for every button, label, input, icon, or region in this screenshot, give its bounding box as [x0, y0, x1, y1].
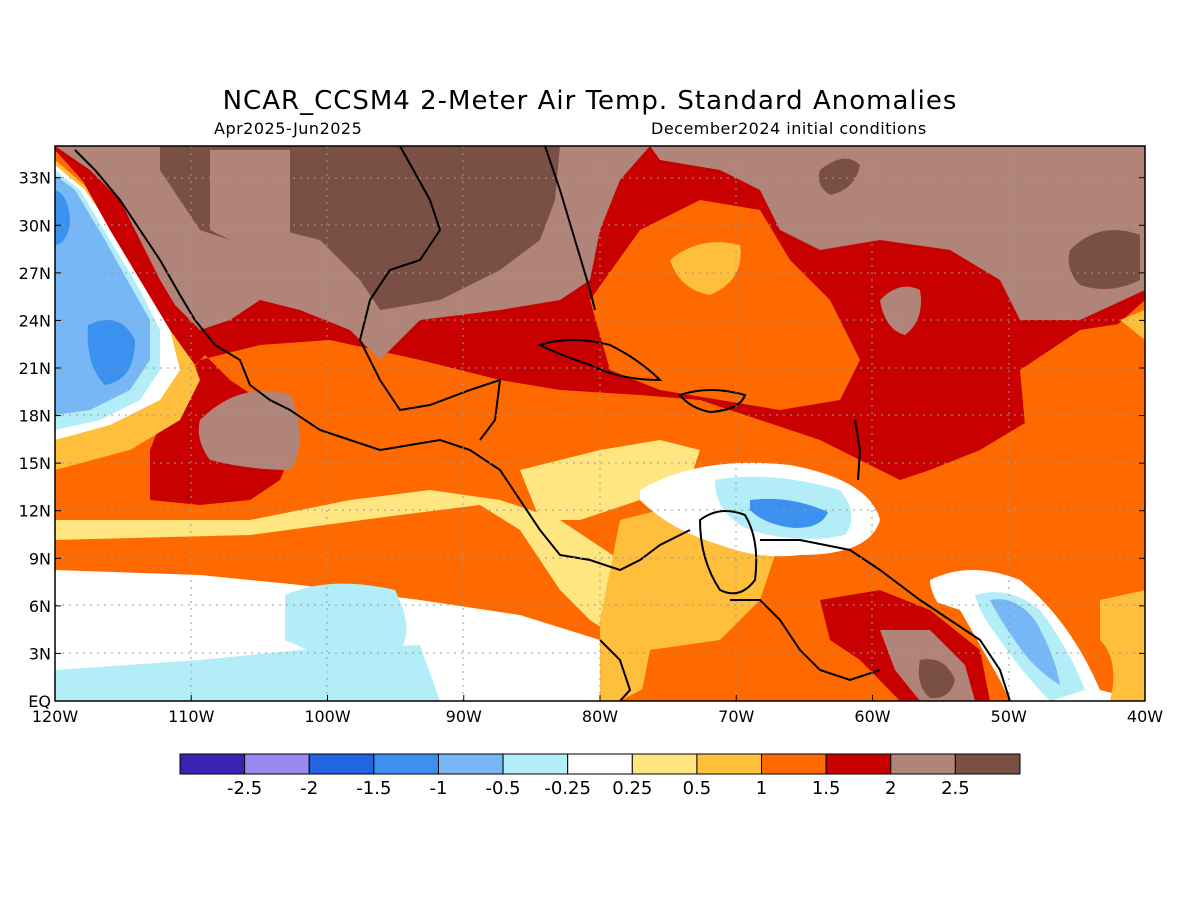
- lat-label: 27N: [19, 264, 51, 283]
- legend-label: -0.25: [544, 778, 591, 799]
- legend-swatch: [631, 753, 698, 775]
- lon-label: 120W: [32, 707, 79, 726]
- legend-swatch: [954, 753, 1021, 775]
- lat-label: 12N: [19, 502, 51, 521]
- legend-swatch: [502, 753, 569, 775]
- legend-label: -2.5: [227, 778, 262, 799]
- legend-swatch: [244, 753, 310, 775]
- lat-label: 24N: [19, 311, 51, 330]
- lon-label: 80W: [582, 707, 618, 726]
- lat-label: 33N: [19, 169, 51, 188]
- legend-label: -1.5: [356, 778, 391, 799]
- legend-label: 0.25: [612, 778, 652, 799]
- legend-swatch: [437, 753, 504, 775]
- forecast-period: Apr2025-Jun2025: [214, 119, 363, 138]
- lon-label: 60W: [854, 707, 890, 726]
- lon-label: 50W: [991, 707, 1027, 726]
- lat-label: 3N: [29, 644, 51, 663]
- map-title: NCAR_CCSM4 2-Meter Air Temp. Standard An…: [222, 86, 958, 116]
- legend-swatch: [761, 753, 827, 775]
- lon-label: 70W: [718, 707, 754, 726]
- legend-label: -0.5: [486, 778, 521, 799]
- legend-label: 2: [885, 778, 896, 799]
- legend-swatch: [825, 753, 892, 775]
- lat-label: 18N: [19, 407, 51, 426]
- legend-label: -1: [429, 778, 447, 799]
- initial-conditions: December2024 initial conditions: [651, 119, 927, 138]
- anomaly-field: [55, 146, 1145, 701]
- legend-swatch: [179, 753, 246, 775]
- legend-label: 1.5: [812, 778, 841, 799]
- color-legend: -2.5 -2 -1.5 -1 -0.5 -0.25 0.25 0.5 1 1.5 2 2.5: [179, 753, 1021, 799]
- longitude-axis: 120W 110W 100W 90W 80W 70W 60W 50W 40W: [32, 695, 1163, 726]
- lat-label: 30N: [19, 216, 51, 235]
- lon-label: 40W: [1127, 707, 1163, 726]
- legend-swatch: [308, 753, 375, 775]
- lon-label: 100W: [304, 707, 351, 726]
- graticule: [55, 146, 1145, 701]
- lon-label: 90W: [446, 707, 482, 726]
- lon-label: 110W: [168, 707, 215, 726]
- lat-label: 21N: [19, 359, 51, 378]
- lat-label: EQ: [28, 692, 51, 711]
- legend-swatch: [373, 753, 439, 775]
- legend-label: -2: [300, 778, 318, 799]
- legend-label: 0.5: [683, 778, 712, 799]
- legend-swatch: [696, 753, 763, 775]
- legend-label: 1: [756, 778, 767, 799]
- lat-label: 15N: [19, 454, 51, 473]
- latitude-axis: 33N 30N 27N 24N 21N 18N 15N 12N 9N 6N 3N EQ: [19, 169, 1145, 711]
- lat-label: 9N: [29, 549, 51, 568]
- legend-swatch: [567, 753, 633, 775]
- legend-label: 2.5: [941, 778, 970, 799]
- legend-swatch: [890, 753, 956, 775]
- lat-label: 6N: [29, 597, 51, 616]
